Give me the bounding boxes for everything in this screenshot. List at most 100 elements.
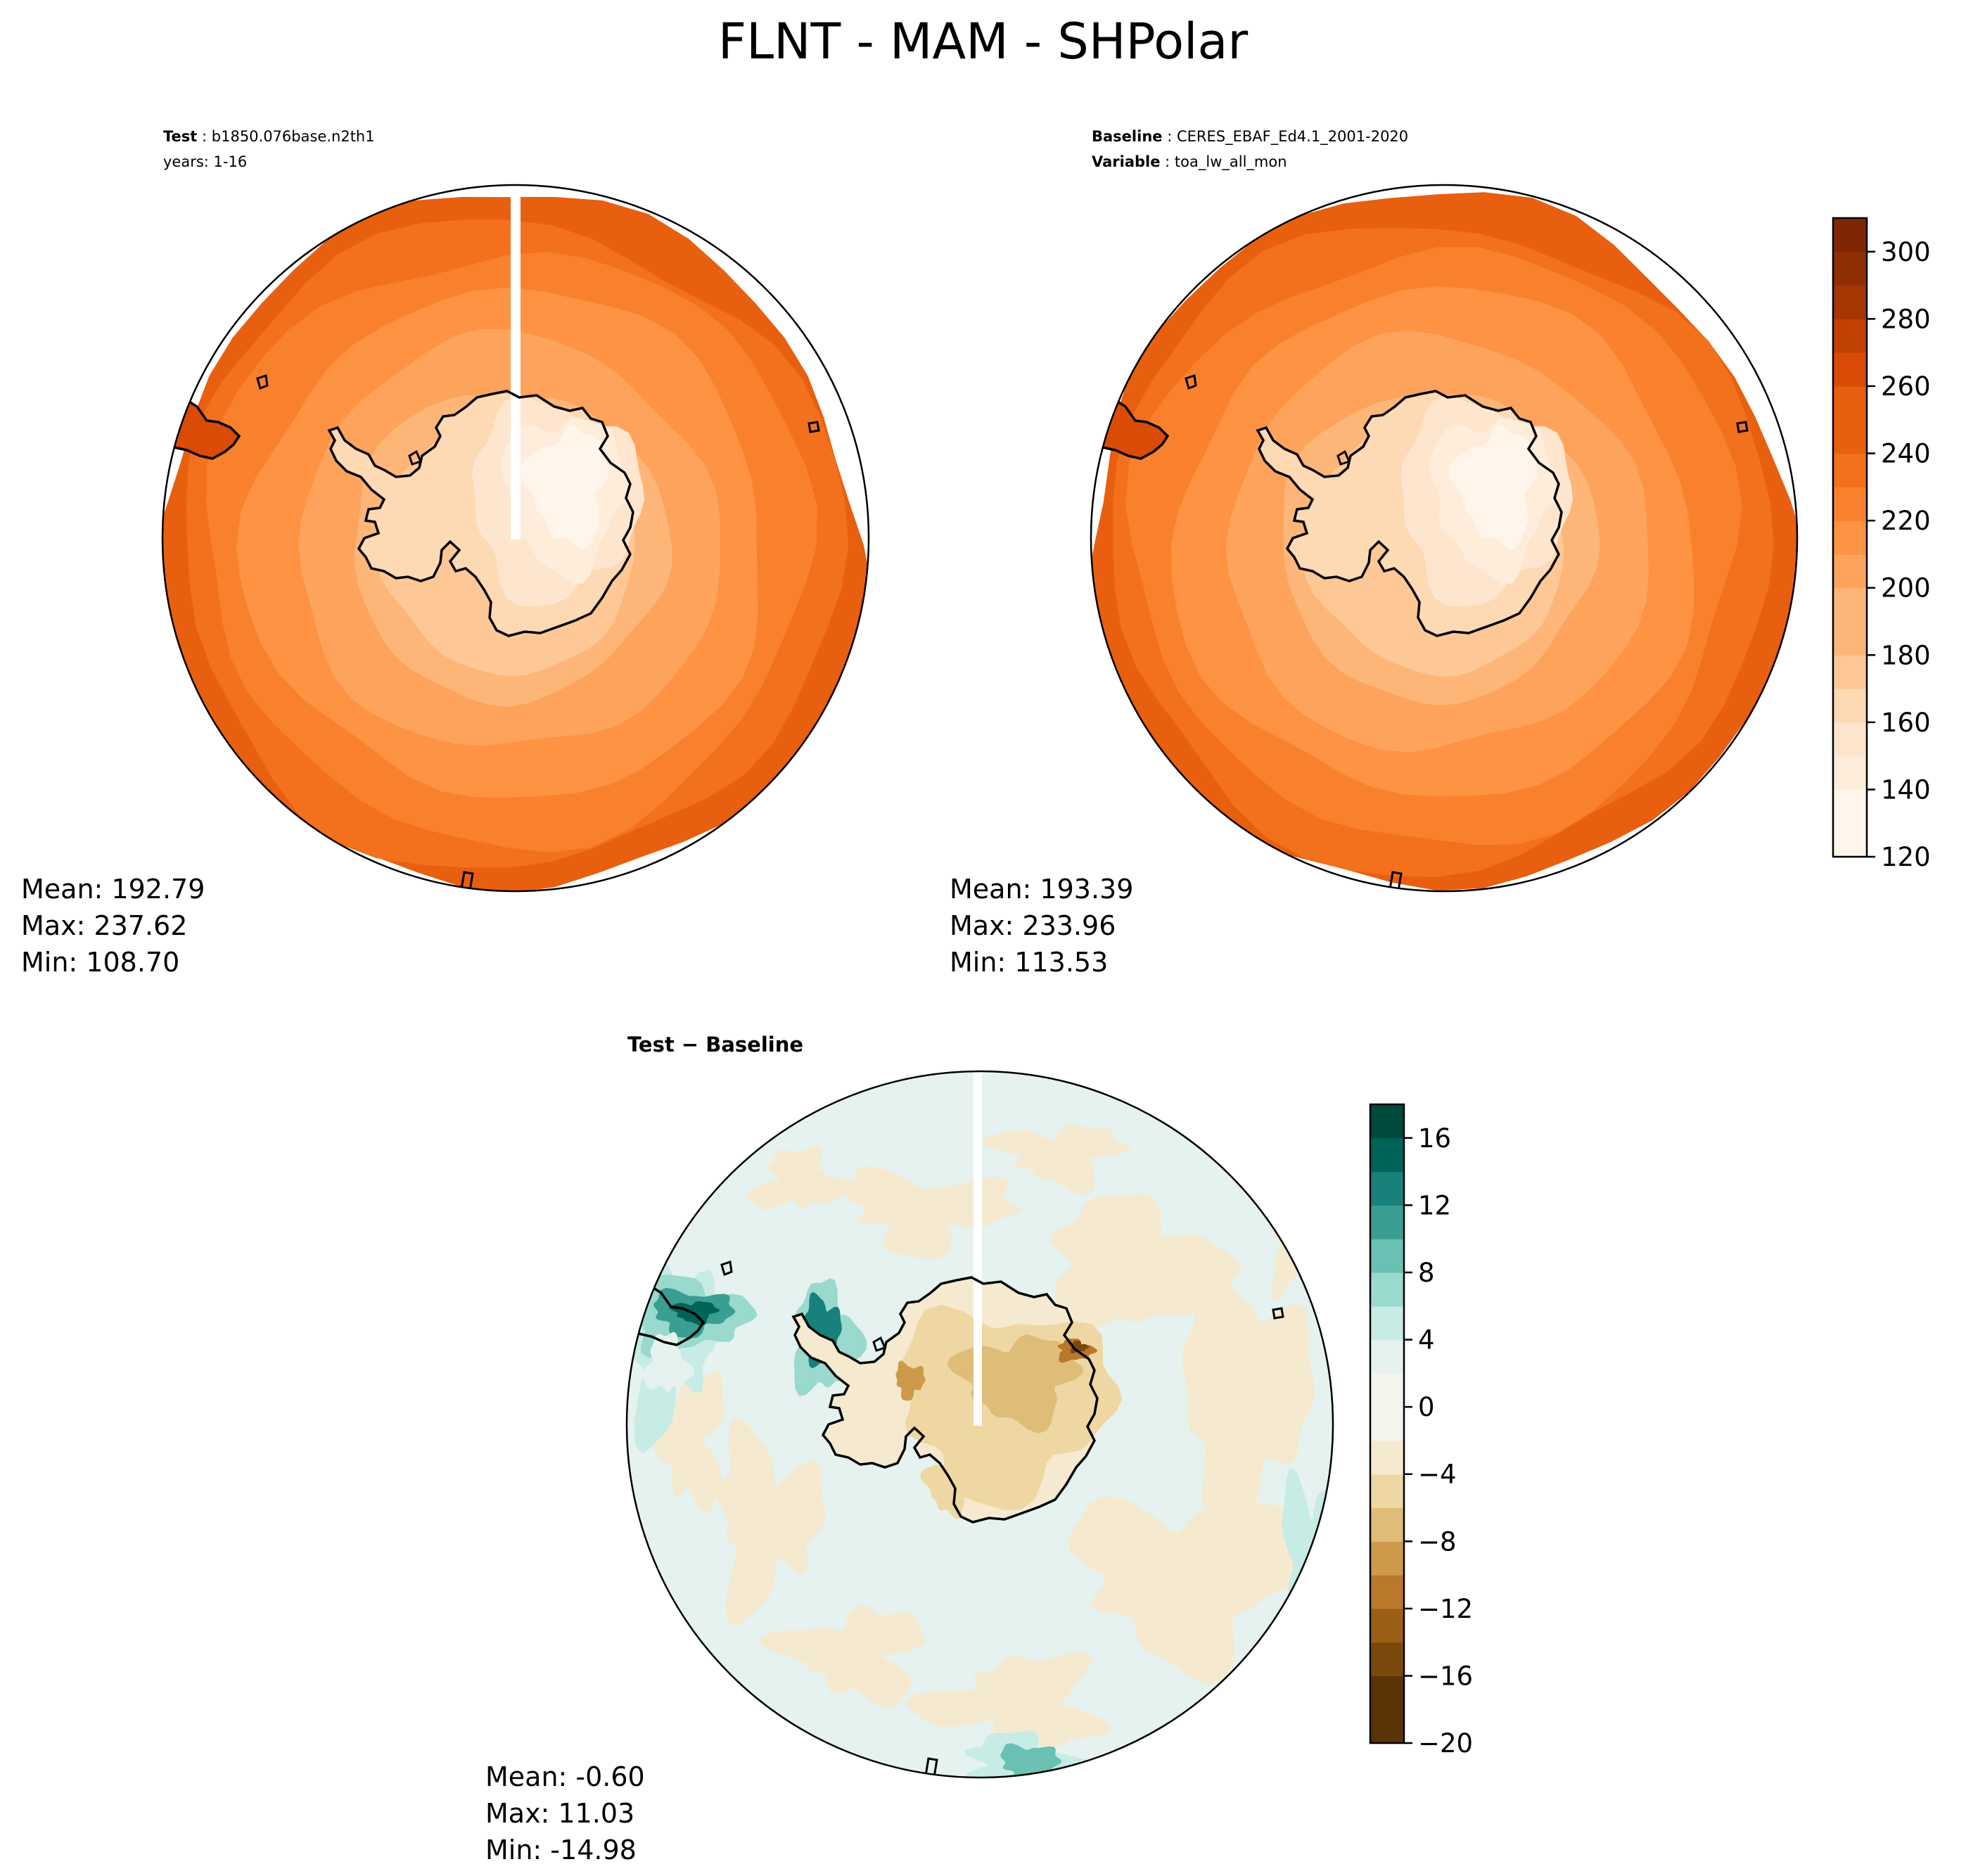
difference-map-contour-band: [905, 1652, 1113, 1748]
baseline-colorbar-tick-label: 120: [1881, 842, 1931, 872]
difference-colorbar-tick-label: −12: [1418, 1594, 1473, 1624]
difference-colorbar-swatch: [1370, 1104, 1404, 1139]
baseline-colorbar-swatch: [1833, 587, 1867, 623]
baseline-colorbar-swatch: [1833, 352, 1867, 387]
difference-map-contour-band: [895, 1360, 926, 1401]
baseline-colorbar-swatch: [1833, 319, 1867, 353]
difference-colorbar-tick-label: −20: [1418, 1728, 1473, 1759]
baseline-stats: Mean: 193.39 Max: 233.96 Min: 113.53: [950, 871, 1133, 981]
baseline-colorbar: 120 140 160 180 200 220 240 260 280 300: [1832, 217, 1931, 872]
figure-title: FLNT - MAM - SHPolar: [717, 13, 1249, 70]
test-max: Max: 237.62: [21, 910, 188, 941]
difference-map-contour-band: [715, 1417, 826, 1627]
baseline-map-island: [1185, 374, 1197, 390]
baseline-colorbar-tick-label: 160: [1881, 708, 1931, 738]
baseline-map-coastline: [1256, 390, 1563, 637]
test-map: [161, 184, 870, 893]
baseline-label-key: Baseline: [1092, 128, 1163, 145]
difference-colorbar-swatch: [1370, 1541, 1404, 1576]
difference-colorbar-tick-label: −8: [1418, 1526, 1457, 1557]
baseline-colorbar-tick-label: 200: [1881, 573, 1931, 604]
difference-map-contour-band: [1181, 1262, 1315, 1530]
difference-colorbar-swatch: [1370, 1507, 1404, 1542]
difference-colorbar-swatch: [1370, 1474, 1404, 1509]
baseline-max: Max: 233.96: [950, 910, 1116, 941]
difference-colorbar-tick-label: −4: [1418, 1460, 1457, 1490]
baseline-colorbar-tick-label: 300: [1881, 237, 1931, 267]
difference-map-contour-band: [1000, 1743, 1062, 1778]
baseline-colorbar-swatch: [1833, 521, 1867, 555]
test-mean: Mean: 192.79: [21, 874, 205, 905]
difference-map-contour-band: [1067, 1495, 1315, 1685]
difference-map-contour-band: [920, 1453, 971, 1519]
test-label: Test : b1850.076base.n2th1 years: 1-16: [163, 124, 375, 174]
difference-colorbar-swatch: [1370, 1709, 1404, 1744]
baseline-colorbar-swatch: [1833, 823, 1867, 857]
test-min: Min: 108.70: [21, 947, 180, 978]
baseline-colorbar-swatch: [1833, 789, 1867, 824]
test-map-missing-data-strip: [511, 185, 521, 540]
test-case-name: b1850.076base.n2th1: [211, 128, 375, 145]
difference-map-contour-band: [983, 1123, 1132, 1196]
test-map-map-boundary: [161, 184, 870, 893]
baseline-colorbar-swatch: [1833, 722, 1867, 757]
difference-colorbar-tick-label: 8: [1418, 1258, 1435, 1288]
baseline-colorbar-tick-label: 220: [1881, 506, 1931, 536]
difference-colorbar-swatch: [1370, 1171, 1404, 1206]
baseline-colorbar-tick-label: 240: [1881, 439, 1931, 469]
difference-mean: Mean: -0.60: [485, 1761, 645, 1792]
difference-colorbar-tick-label: −16: [1418, 1661, 1473, 1691]
baseline-colorbar-tick-label: 180: [1881, 640, 1931, 670]
test-label-key: Test: [163, 128, 198, 145]
baseline-map-island: [1336, 449, 1351, 466]
difference-map-contour-band: [632, 1361, 724, 1514]
difference-map-contour-band: [760, 1604, 927, 1709]
test-years: years: 1-16: [163, 153, 248, 170]
difference-colorbar-swatch: [1370, 1272, 1404, 1307]
difference-min: Min: -14.98: [485, 1834, 637, 1865]
difference-colorbar-tick-label: 4: [1418, 1325, 1435, 1355]
difference-colorbar-swatch: [1370, 1608, 1404, 1643]
baseline-label: Baseline : CERES_EBAF_Ed4.1_2001-2020 Va…: [1092, 128, 1409, 170]
difference-map-contour-band: [1049, 1193, 1241, 1337]
baseline-colorbar-swatch: [1833, 385, 1867, 421]
difference-colorbar-swatch: [1370, 1407, 1404, 1441]
baseline-mean: Mean: 193.39: [950, 874, 1134, 905]
baseline-colorbar-swatch: [1833, 755, 1867, 791]
baseline-case-name: CERES_EBAF_Ed4.1_2001-2020: [1176, 128, 1409, 145]
baseline-colorbar-tick-label: 140: [1881, 774, 1931, 805]
difference-colorbar-swatch: [1370, 1339, 1404, 1374]
difference-max: Max: 11.03: [485, 1798, 635, 1829]
test-stats: Mean: 192.79 Max: 237.62 Min: 108.70: [21, 871, 205, 981]
baseline-colorbar-swatch: [1833, 251, 1867, 286]
test-map-island: [256, 374, 269, 390]
difference-colorbar-swatch: [1370, 1239, 1404, 1273]
baseline-map-island: [1736, 421, 1749, 433]
baseline-colorbar-swatch: [1833, 554, 1867, 589]
difference-colorbar-swatch: [1370, 1642, 1404, 1677]
difference-map-coastline: [791, 1276, 1099, 1524]
baseline-map-contour-band: [1448, 425, 1538, 549]
baseline-colorbar-swatch: [1833, 689, 1867, 723]
baseline-colorbar-swatch: [1833, 655, 1867, 689]
test-map-island: [808, 421, 820, 433]
difference-stats: Mean: -0.60 Max: 11.03 Min: -14.98: [485, 1759, 645, 1868]
test-map-coastline: [327, 390, 634, 637]
difference-map-island: [1272, 1307, 1284, 1320]
test-map-contour-band: [520, 425, 609, 549]
difference-colorbar-tick-label: 0: [1418, 1392, 1435, 1422]
baseline-min: Min: 113.53: [950, 947, 1109, 978]
difference-colorbar-swatch: [1370, 1575, 1404, 1609]
baseline-map-map-boundary: [1090, 184, 1799, 893]
difference-colorbar-tick-label: 16: [1418, 1123, 1451, 1154]
baseline-colorbar-swatch: [1833, 621, 1867, 656]
difference-map-map-boundary: [625, 1070, 1334, 1779]
difference-colorbar-swatch: [1370, 1205, 1404, 1239]
test-map-island: [408, 449, 423, 466]
difference-colorbar-swatch: [1370, 1440, 1404, 1475]
difference-label: Test − Baseline: [627, 1033, 804, 1057]
difference-colorbar-swatch: [1370, 1137, 1404, 1173]
difference-map-island: [872, 1336, 887, 1352]
difference-colorbar-swatch: [1370, 1306, 1404, 1341]
difference-map: [625, 1070, 1334, 1779]
